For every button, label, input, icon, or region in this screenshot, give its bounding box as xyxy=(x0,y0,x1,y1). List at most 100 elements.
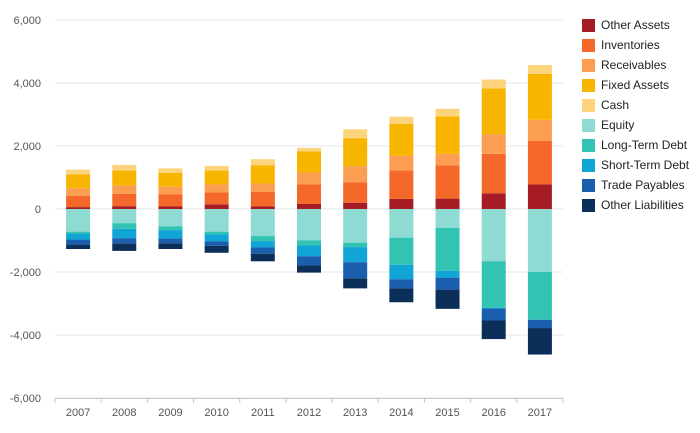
bar-other-liabilities-2014 xyxy=(389,288,414,303)
bar-trade-payables-2014 xyxy=(389,279,414,289)
y-axis-ticks: 6,000 4,000 2,000 0 -2,000 -4,000 -6,000 xyxy=(10,15,41,405)
x-tick-label: 2011 xyxy=(251,407,275,419)
bar-short-term-debt-2016 xyxy=(481,307,506,309)
y-tick-label: -2,000 xyxy=(10,267,41,279)
y-tick-label: 0 xyxy=(35,204,41,216)
legend-swatch xyxy=(582,58,595,72)
bar-cash-2010 xyxy=(204,165,229,171)
bar-fixed-assets-2013 xyxy=(343,138,368,167)
legend-item-other-assets: Other Assets xyxy=(582,15,700,35)
bar-long-term-debt-2011 xyxy=(250,236,275,242)
legend-swatch xyxy=(582,18,595,32)
bar-short-term-debt-2010 xyxy=(204,234,229,242)
bar-trade-payables-2013 xyxy=(343,262,368,279)
bar-equity-2015 xyxy=(435,209,460,228)
legend-swatch xyxy=(582,178,595,192)
bar-fixed-assets-2017 xyxy=(527,73,552,120)
bar-trade-payables-2015 xyxy=(435,277,460,290)
legend-label: Other Liabilities xyxy=(601,198,684,212)
bar-other-liabilities-2017 xyxy=(527,328,552,355)
bar-other-liabilities-2007 xyxy=(66,244,91,250)
bar-equity-2010 xyxy=(204,209,229,232)
bar-equity-2007 xyxy=(66,209,91,232)
legend-item-inventories: Inventories xyxy=(582,35,700,55)
bar-other-liabilities-2010 xyxy=(204,245,229,253)
bar-short-term-debt-2012 xyxy=(297,245,321,257)
bar-trade-payables-2007 xyxy=(66,239,91,245)
bar-fixed-assets-2009 xyxy=(158,172,183,187)
bar-receivables-2013 xyxy=(343,166,368,183)
y-tick-label: 4,000 xyxy=(13,78,41,90)
bar-short-term-debt-2009 xyxy=(158,230,183,239)
bar-short-term-debt-2015 xyxy=(435,270,460,278)
bar-inventories-2017 xyxy=(527,140,552,185)
x-tick-label: 2010 xyxy=(204,407,228,419)
bar-inventories-2015 xyxy=(435,165,460,199)
x-tick-label: 2015 xyxy=(435,407,459,419)
bar-cash-2013 xyxy=(343,129,368,139)
y-tick-label: 2,000 xyxy=(13,141,41,153)
y-tick-label: -6,000 xyxy=(10,393,41,405)
bar-other-assets-2013 xyxy=(343,202,368,209)
bar-inventories-2013 xyxy=(343,182,368,203)
x-axis-ticks: 2007 2008 2009 2010 2011 2012 2013 2014 2015 2016… xyxy=(66,407,552,419)
bar-other-liabilities-2015 xyxy=(435,289,460,309)
bar-long-term-debt-2008 xyxy=(112,223,137,229)
bar-equity-2014 xyxy=(389,209,414,238)
bar-inventories-2010 xyxy=(204,192,229,205)
bar-other-assets-2008 xyxy=(112,206,137,209)
legend-item-receivables: Receivables xyxy=(582,55,700,75)
bar-trade-payables-2017 xyxy=(527,319,552,329)
bar-other-liabilities-2008 xyxy=(112,243,137,251)
legend-item-long-term-debt: Long-Term Debt xyxy=(582,135,700,155)
bar-receivables-2012 xyxy=(297,172,321,185)
bar-cash-2012 xyxy=(297,147,321,152)
legend-label: Inventories xyxy=(601,38,660,52)
bar-other-liabilities-2013 xyxy=(343,278,368,289)
bar-cash-2014 xyxy=(389,116,414,124)
legend-label: Fixed Assets xyxy=(601,78,670,92)
legend-label: Long-Term Debt xyxy=(601,138,688,152)
bar-long-term-debt-2012 xyxy=(297,240,321,246)
legend-label: Short-Term Debt xyxy=(601,158,690,172)
bar-long-term-debt-2014 xyxy=(389,237,414,265)
bar-other-assets-2007 xyxy=(66,207,91,209)
bar-trade-payables-2016 xyxy=(481,308,506,321)
bar-other-assets-2011 xyxy=(250,206,275,209)
bar-trade-payables-2012 xyxy=(297,256,321,266)
legend-item-cash: Cash xyxy=(582,95,700,115)
bar-receivables-2015 xyxy=(435,153,460,166)
legend-swatch xyxy=(582,198,595,212)
bar-other-assets-2015 xyxy=(435,198,460,209)
bar-equity-2016 xyxy=(481,209,506,262)
legend-swatch xyxy=(582,138,595,152)
x-tick-label: 2016 xyxy=(481,407,505,419)
bar-short-term-debt-2014 xyxy=(389,264,414,280)
bar-trade-payables-2009 xyxy=(158,238,183,244)
bar-cash-2016 xyxy=(481,79,506,89)
x-tick-label: 2014 xyxy=(389,407,413,419)
bar-cash-2007 xyxy=(66,169,91,175)
bar-inventories-2012 xyxy=(297,184,321,204)
bar-cash-2011 xyxy=(250,159,275,166)
legend-label: Cash xyxy=(601,98,630,112)
bar-other-assets-2010 xyxy=(204,204,229,209)
legend-swatch xyxy=(582,98,595,112)
bar-inventories-2009 xyxy=(158,194,183,207)
bar-long-term-debt-2017 xyxy=(527,272,552,320)
legend-swatch xyxy=(582,38,595,52)
bar-long-term-debt-2013 xyxy=(343,242,368,248)
legend-label: Other Assets xyxy=(601,18,670,32)
bar-long-term-debt-2015 xyxy=(435,227,460,271)
bar-receivables-2017 xyxy=(527,119,552,141)
bar-receivables-2016 xyxy=(481,134,506,154)
x-tick-label: 2009 xyxy=(158,407,182,419)
bar-other-liabilities-2012 xyxy=(297,265,321,273)
legend-label: Equity xyxy=(601,118,635,132)
bar-other-liabilities-2011 xyxy=(250,253,275,262)
bar-other-liabilities-2009 xyxy=(158,243,183,250)
bar-inventories-2011 xyxy=(250,191,275,207)
bar-inventories-2007 xyxy=(66,195,91,208)
bar-short-term-debt-2008 xyxy=(112,228,137,239)
x-tick-label: 2012 xyxy=(297,407,321,419)
